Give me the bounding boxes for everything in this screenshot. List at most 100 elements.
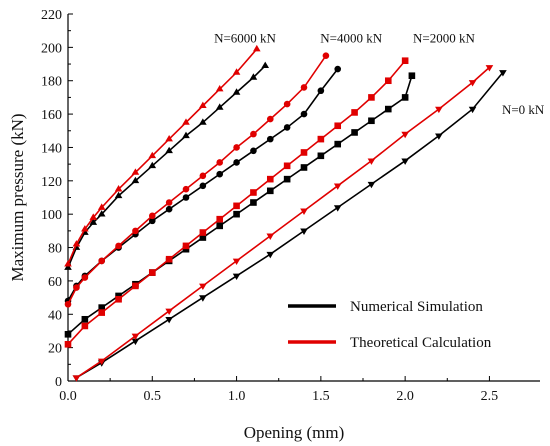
data-point [199, 172, 207, 180]
data-point [300, 84, 308, 91]
data-point [250, 189, 257, 196]
data-point [115, 295, 122, 303]
data-point [435, 133, 443, 140]
data-point [89, 213, 98, 220]
data-point [317, 135, 325, 143]
data-point [283, 100, 291, 108]
data-point [73, 284, 80, 291]
annotation-n-2000-kn: N=2000 kN [413, 30, 475, 45]
data-point [266, 135, 274, 143]
data-point [368, 94, 375, 101]
data-point [64, 263, 72, 270]
x-tick-label-2.0: 2.0 [396, 389, 414, 404]
legend: Numerical Simulation Theoretical Calculat… [288, 299, 492, 351]
data-point [199, 182, 207, 190]
annotation-n-0-kn: N=0 kN [502, 102, 545, 117]
data-point [148, 269, 156, 276]
y-axis-title: Maximum pressure (kN) [8, 113, 27, 281]
data-point [131, 168, 140, 175]
data-point [97, 358, 106, 366]
y-tick-label-40: 40 [48, 308, 62, 323]
data-point [300, 164, 308, 171]
data-point [81, 322, 89, 330]
y-tick-label-200: 200 [41, 41, 62, 56]
legend-label-1: Numerical Simulation [350, 299, 483, 315]
data-point [199, 295, 207, 302]
y-tick-label-180: 180 [41, 75, 62, 90]
data-point [131, 333, 140, 341]
data-point [98, 304, 106, 311]
data-point [249, 73, 258, 80]
data-point [81, 274, 89, 281]
data-point [368, 117, 375, 125]
y-tick-label-60: 60 [48, 275, 62, 290]
data-point [115, 292, 122, 300]
data-point [182, 185, 190, 193]
data-point [215, 103, 224, 110]
data-point [216, 170, 224, 178]
x-tick-label-2.5: 2.5 [481, 389, 499, 404]
data-point [317, 152, 325, 160]
x-tick-label-1.5: 1.5 [312, 389, 330, 404]
data-point [199, 101, 207, 109]
data-point [300, 149, 308, 156]
data-point [250, 147, 257, 155]
data-point [300, 110, 308, 118]
x-tick-label-1.0: 1.0 [228, 389, 246, 404]
annotation-n-4000-kn: N=4000 kN [320, 30, 382, 45]
data-point [232, 273, 241, 281]
data-point [408, 72, 416, 80]
data-point [72, 375, 81, 382]
data-point [333, 205, 342, 212]
data-point [89, 218, 98, 225]
data-point [199, 229, 207, 236]
data-point [468, 106, 477, 114]
data-point [367, 181, 376, 189]
data-point [283, 162, 291, 170]
data-point [233, 202, 240, 210]
data-point [165, 146, 173, 154]
data-point [253, 44, 261, 52]
axes: 0.0 0.5 1.0 1.5 2.0 2.5 0 20 40 60 80 100 120 140 160 1… [8, 8, 540, 442]
data-point [199, 234, 207, 241]
data-point [384, 77, 392, 85]
series-line [67, 48, 258, 265]
data-point [216, 159, 224, 166]
data-point [114, 191, 123, 199]
series-n-6000-kn-numerical [64, 61, 270, 270]
data-point [81, 225, 89, 232]
data-point [72, 240, 81, 247]
data-point [131, 176, 140, 184]
y-tick-label-20: 20 [48, 342, 62, 357]
data-point [182, 242, 190, 250]
data-point [97, 203, 106, 210]
data-point [165, 255, 173, 263]
data-point [317, 87, 325, 95]
data-point [435, 106, 443, 114]
data-point [98, 309, 106, 316]
data-point [266, 115, 274, 123]
plot-area [64, 44, 507, 382]
data-point [64, 341, 72, 348]
y-tick-label-160: 160 [41, 108, 62, 123]
y-tick-label-80: 80 [48, 242, 62, 257]
legend-label-2: Theoretical Calculation [350, 335, 492, 351]
data-point [131, 338, 140, 346]
data-point [232, 258, 241, 265]
data-point [334, 140, 342, 148]
series-line [76, 71, 504, 379]
data-point [216, 222, 224, 230]
y-tick-label-120: 120 [41, 175, 62, 190]
y-tick-label-220: 220 [41, 8, 62, 23]
data-point [199, 118, 207, 125]
series-line [67, 75, 413, 335]
data-point [182, 118, 190, 125]
annotation-n-6000-kn: N=6000 kN [214, 30, 276, 45]
data-point [148, 217, 156, 225]
x-tick-label-0.0: 0.0 [59, 389, 77, 404]
data-point [64, 300, 72, 308]
data-point [114, 185, 123, 192]
data-point [322, 52, 330, 60]
series-n-6000-kn-theoretical [64, 44, 261, 267]
